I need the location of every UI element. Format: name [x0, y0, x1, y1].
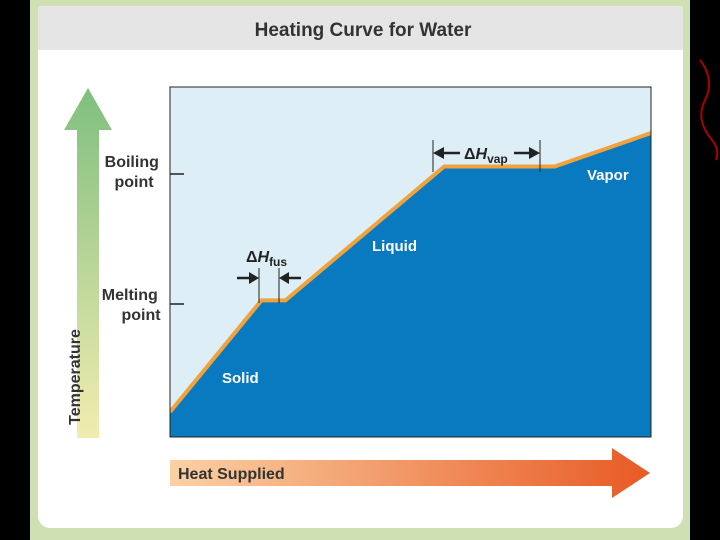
chart-title: Heating Curve for Water — [255, 20, 472, 41]
melting-point-label: Melting point — [102, 287, 162, 324]
x-axis-label: Heat Supplied — [178, 466, 285, 483]
boiling-point-label: Boiling point — [105, 154, 164, 191]
y-axis-label: Temperature — [67, 329, 84, 425]
temperature-arrow — [64, 88, 112, 438]
delta-h-fusion-annotation: ΔHfus — [237, 249, 301, 303]
phase-label-liquid: Liquid — [372, 238, 417, 255]
phase-label-vapor: Vapor — [587, 167, 629, 184]
svg-text:ΔHfus: ΔHfus — [246, 249, 287, 269]
heat-supplied-arrow — [170, 448, 650, 498]
title-band — [38, 6, 683, 50]
heating-curve-line — [170, 131, 651, 414]
delta-h-vaporization-annotation: ΔHvap — [432, 140, 541, 172]
phase-label-solid: Solid — [222, 370, 259, 387]
decorative-scribble — [699, 59, 719, 161]
region-fill — [170, 133, 651, 437]
svg-text:ΔHvap: ΔHvap — [464, 146, 508, 166]
